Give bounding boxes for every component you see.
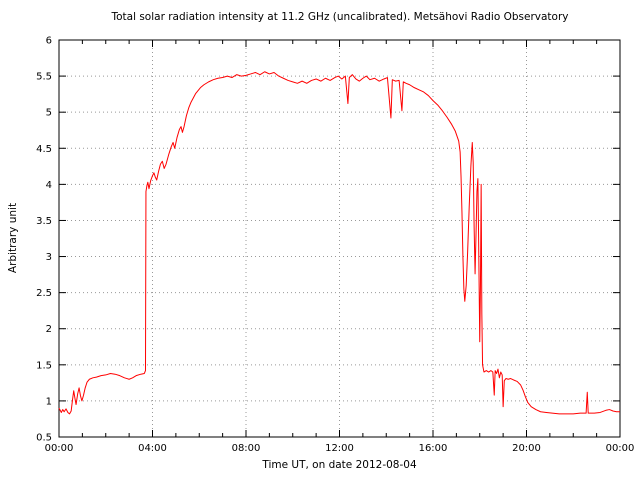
y-tick-label: 5 xyxy=(46,108,52,119)
x-tick-label: 20:00 xyxy=(512,443,541,454)
y-tick-label: 0.5 xyxy=(36,433,52,444)
y-tick-label: 6 xyxy=(46,36,52,47)
series-line xyxy=(58,71,620,415)
x-tick-label: 16:00 xyxy=(419,443,448,454)
y-tick-label: 2 xyxy=(46,324,52,335)
y-tick-label: 1.5 xyxy=(36,360,52,371)
y-tick-label: 5.5 xyxy=(36,72,52,83)
x-tick-label: 08:00 xyxy=(232,443,261,454)
y-tick-label: 4 xyxy=(46,180,52,191)
y-tick-label: 1 xyxy=(46,396,52,407)
x-tick-label: 00:00 xyxy=(606,443,635,454)
x-tick-label: 04:00 xyxy=(138,443,167,454)
y-tick-label: 3.5 xyxy=(36,216,52,227)
y-tick-label: 3 xyxy=(46,252,52,263)
plot-frame xyxy=(58,39,621,438)
x-axis-label: Time UT, on date 2012-08-04 xyxy=(262,459,417,471)
chart-title: Total solar radiation intensity at 11.2 … xyxy=(111,11,569,23)
x-tick-label: 12:00 xyxy=(325,443,354,454)
y-tick-label: 4.5 xyxy=(36,144,52,155)
x-tick-label: 00:00 xyxy=(45,443,74,454)
y-tick-label: 2.5 xyxy=(36,288,52,299)
